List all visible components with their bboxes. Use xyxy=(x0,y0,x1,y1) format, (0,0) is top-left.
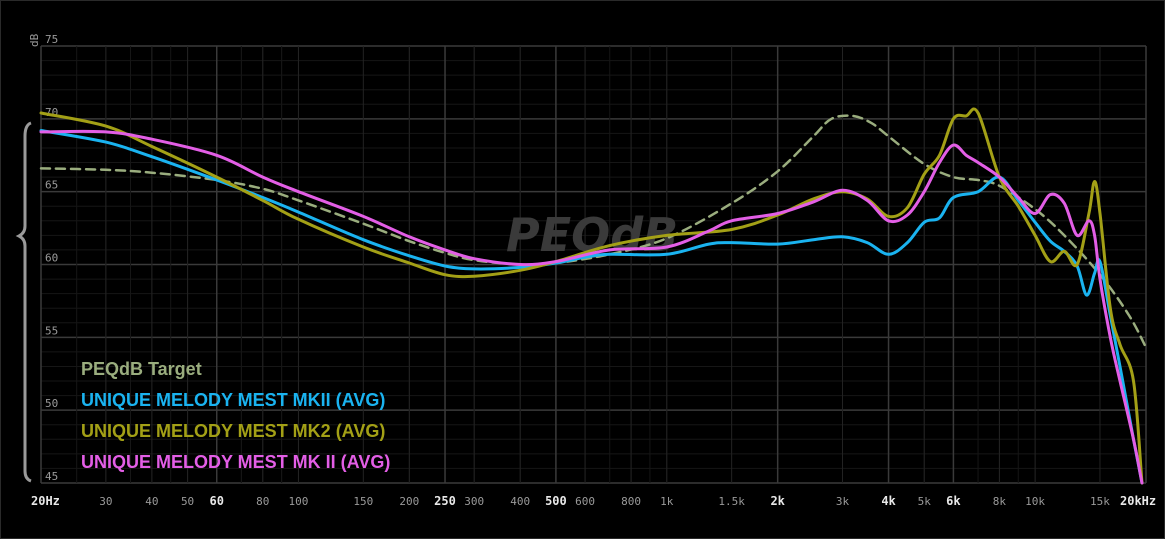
x-tick-label: 400 xyxy=(510,495,530,508)
legend-entry-0[interactable]: PEQdB Target xyxy=(81,359,202,379)
legend-entry-1[interactable]: UNIQUE MELODY MEST MKII (AVG) xyxy=(81,390,385,410)
y-tick-label: 75 xyxy=(45,33,58,46)
x-tick-label: 100 xyxy=(289,495,309,508)
x-tick-label: 1.5k xyxy=(718,495,745,508)
y-tick-label: 50 xyxy=(45,397,58,410)
x-tick-label: 250 xyxy=(434,494,456,508)
y-tick-label: 55 xyxy=(45,324,58,337)
slider-bracket-icon[interactable] xyxy=(15,121,32,483)
legend-entry-2[interactable]: UNIQUE MELODY MEST MK2 (AVG) xyxy=(81,421,385,441)
x-tick-label: 40 xyxy=(145,495,158,508)
x-tick-label: 2k xyxy=(770,494,785,508)
x-tick-label: 150 xyxy=(353,495,373,508)
x-tick-label: 3k xyxy=(836,495,850,508)
x-tick-label: 20Hz xyxy=(31,494,60,508)
x-tick-label: 10k xyxy=(1025,495,1045,508)
y-axis-label: dB xyxy=(28,33,41,47)
x-tick-label: 15k xyxy=(1090,495,1110,508)
x-tick-label: 600 xyxy=(575,495,595,508)
x-axis: 20Hz 30 40 50 60 80 100 150 200 250 300 400 500 600 80… xyxy=(31,494,1156,508)
normalization-slider[interactable] xyxy=(15,121,32,483)
x-tick-label: 60 xyxy=(210,494,224,508)
series-line-0 xyxy=(39,114,1148,349)
legend[interactable]: PEQdB Target UNIQUE MELODY MEST MKII (AVG… xyxy=(81,359,390,472)
series-lines xyxy=(39,107,1148,485)
legend-entry-3[interactable]: UNIQUE MELODY MEST MK II (AVG) xyxy=(81,452,390,472)
series-line-2 xyxy=(39,107,1144,485)
x-tick-label: 8k xyxy=(993,495,1007,508)
x-tick-label: 300 xyxy=(464,495,484,508)
x-tick-label: 30 xyxy=(99,495,112,508)
x-tick-label: 80 xyxy=(256,495,269,508)
x-tick-label: 1k xyxy=(660,495,674,508)
x-tick-label: 5k xyxy=(918,495,932,508)
x-tick-label: 500 xyxy=(545,494,567,508)
x-tick-label: 200 xyxy=(399,495,419,508)
y-tick-label: 45 xyxy=(45,470,58,483)
x-tick-label: 4k xyxy=(881,494,896,508)
x-tick-label: 6k xyxy=(946,494,961,508)
x-tick-label: 20kHz xyxy=(1120,494,1156,508)
x-tick-label: 50 xyxy=(181,495,194,508)
y-tick-label: 65 xyxy=(45,179,58,192)
y-tick-label: 60 xyxy=(45,252,58,265)
series-line-3 xyxy=(39,129,1144,485)
grid xyxy=(40,45,1147,484)
x-tick-label: 800 xyxy=(621,495,641,508)
series-line-1 xyxy=(39,129,1144,485)
